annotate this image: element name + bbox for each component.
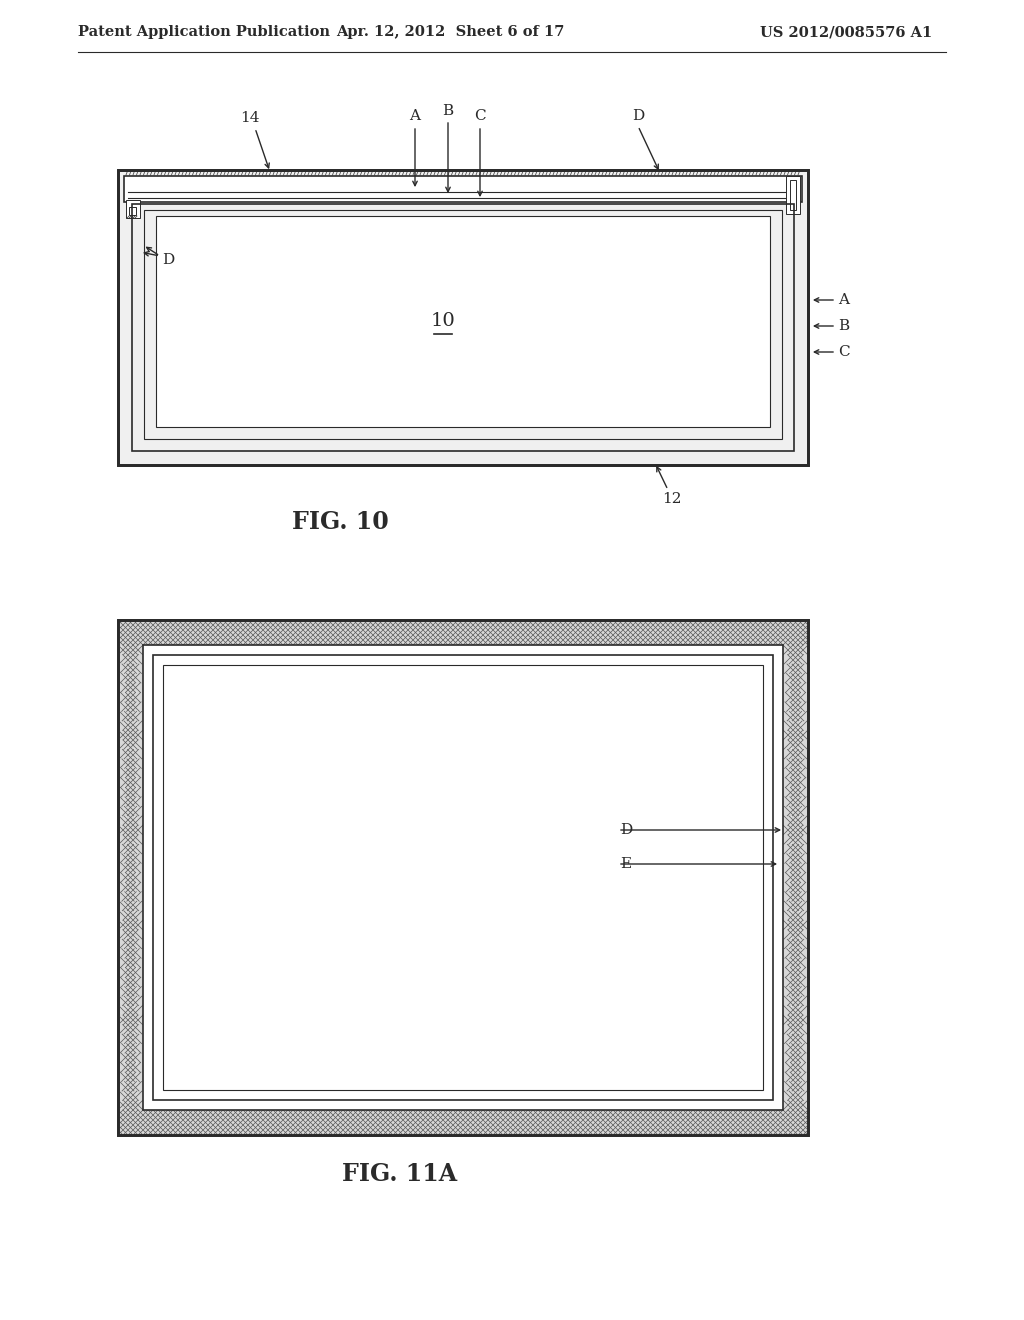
Text: D: D [620,822,632,837]
Bar [118,620,808,1135]
Bar [118,170,808,465]
Text: D: D [162,253,174,267]
Bar [129,207,136,215]
Text: US 2012/0085576 A1: US 2012/0085576 A1 [760,25,932,40]
Bar [786,176,800,214]
Bar [118,170,808,465]
Bar [790,180,796,210]
Bar [153,655,773,1100]
Bar [124,176,802,202]
Bar [118,620,808,1135]
Text: C: C [474,110,485,123]
Text: E: E [620,857,631,871]
Text: 14: 14 [241,111,260,125]
Text: A: A [410,110,421,123]
Text: FIG. 11A: FIG. 11A [342,1162,458,1185]
Text: B: B [838,319,849,333]
Text: B: B [442,104,454,117]
Text: 10: 10 [431,313,456,330]
Text: 12: 12 [663,492,682,506]
Text: Apr. 12, 2012  Sheet 6 of 17: Apr. 12, 2012 Sheet 6 of 17 [336,25,564,40]
Bar [156,216,770,426]
Bar [144,210,782,440]
Text: D: D [632,110,644,123]
Bar [143,645,783,1110]
Bar [126,201,140,218]
Bar [163,665,763,1090]
Bar [143,645,783,1110]
Text: Patent Application Publication: Patent Application Publication [78,25,330,40]
Text: FIG. 10: FIG. 10 [292,510,388,535]
Text: A: A [838,293,849,308]
Bar [132,205,794,451]
Text: C: C [838,345,850,359]
